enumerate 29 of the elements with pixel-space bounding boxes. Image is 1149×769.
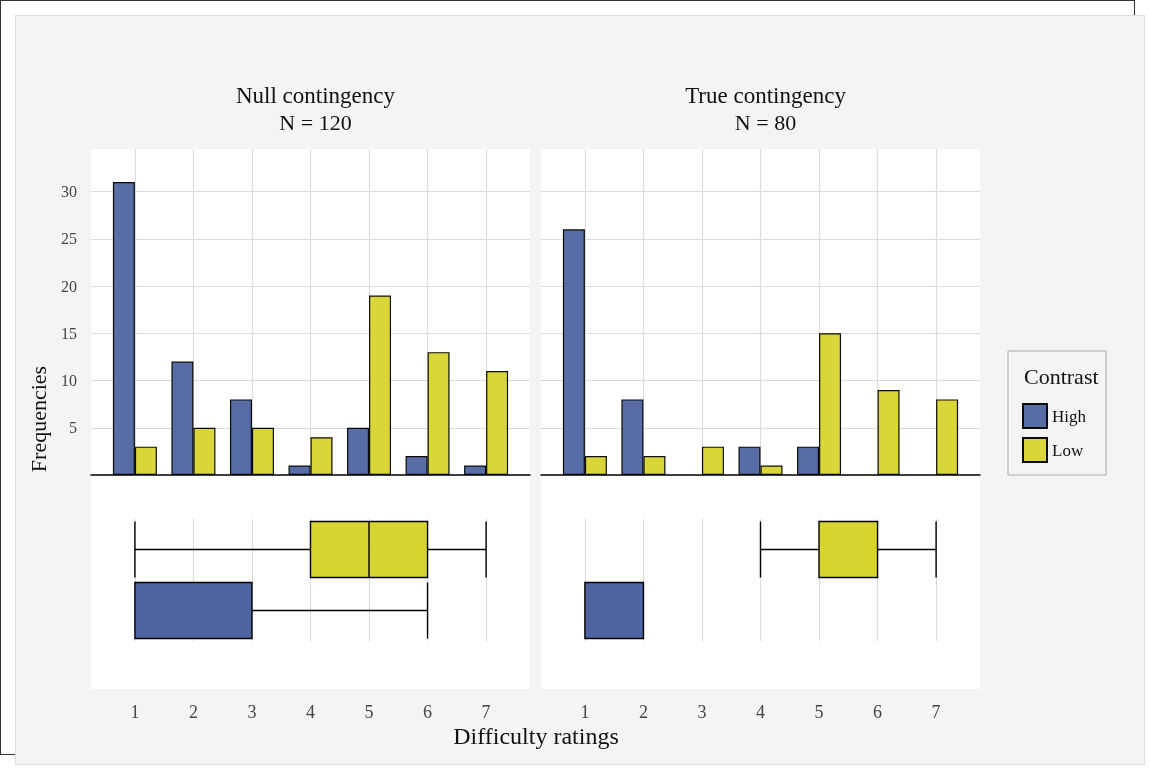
y-tick-label: 15 bbox=[61, 324, 77, 342]
legend-label: High bbox=[1052, 406, 1087, 426]
y-tick-label: 25 bbox=[61, 230, 77, 248]
y-tick-label: 20 bbox=[61, 277, 77, 295]
x-tick-label: 4 bbox=[756, 702, 765, 722]
x-tick-label: 5 bbox=[814, 702, 824, 722]
y-tick-label: 10 bbox=[61, 372, 77, 390]
x-tick-label: 7 bbox=[931, 702, 941, 722]
x-tick-label: 3 bbox=[247, 702, 257, 722]
y-axis-title: Frequencies bbox=[25, 365, 51, 473]
y-tick-label: 30 bbox=[61, 183, 77, 201]
chart-title: Null contingency bbox=[235, 83, 396, 108]
x-tick-label: 7 bbox=[481, 702, 491, 722]
x-tick-label: 4 bbox=[306, 702, 315, 722]
chart-subtitle: N = 80 bbox=[734, 109, 797, 135]
legend-label: Low bbox=[1052, 440, 1084, 460]
legend-title: Contrast bbox=[1024, 363, 1099, 389]
y-tick-label: 5 bbox=[69, 419, 77, 437]
x-tick-label: 6 bbox=[423, 702, 433, 722]
x-tick-label: 1 bbox=[580, 702, 590, 722]
x-tick-label: 5 bbox=[364, 702, 374, 722]
x-axis-title: Difficulty ratings bbox=[452, 723, 620, 750]
chart-subtitle: N = 120 bbox=[279, 109, 352, 135]
x-tick-label: 2 bbox=[638, 702, 648, 722]
x-tick-label: 1 bbox=[130, 702, 140, 722]
x-tick-label: 6 bbox=[873, 702, 883, 722]
x-tick-label: 3 bbox=[697, 702, 707, 722]
chart-title: True contingency bbox=[685, 83, 847, 108]
x-tick-label: 2 bbox=[188, 702, 198, 722]
